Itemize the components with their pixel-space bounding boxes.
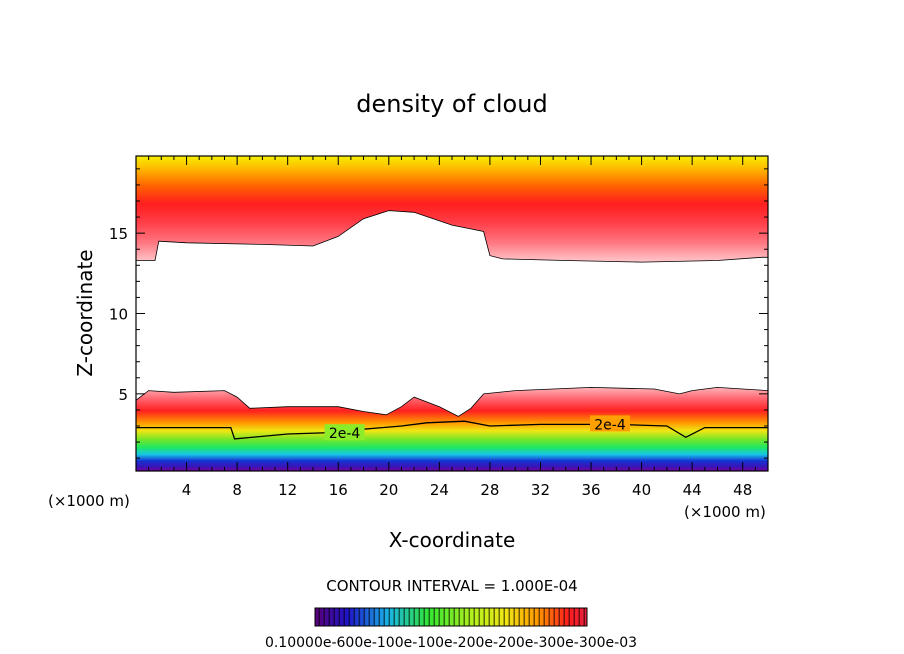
x-tick-label: 32 <box>531 481 550 499</box>
x-tick-label: 40 <box>632 481 651 499</box>
x-tick-label: 4 <box>182 481 192 499</box>
y-axis-label: Z-coordinate <box>73 249 97 376</box>
colorbar <box>314 607 588 627</box>
y-axis-ticks: 5 10 15 <box>109 168 768 459</box>
lower-cloud-layer <box>136 387 768 471</box>
x-unit-left: (×1000 m) <box>48 492 130 510</box>
y-tick-label: 10 <box>109 306 128 324</box>
contour-label-background <box>590 415 630 432</box>
contour-interval-text: CONTOUR INTERVAL = 1.000E-04 <box>326 577 577 595</box>
x-tick-label: 48 <box>733 481 752 499</box>
x-tick-label: 44 <box>683 481 702 499</box>
x-axis-label: X-coordinate <box>389 528 516 552</box>
x-unit-right: (×1000 m) <box>684 503 766 521</box>
x-tick-label: 16 <box>329 481 348 499</box>
contour-label: 2e-4 <box>594 417 626 433</box>
lower-cloud-edge-contour <box>136 386 768 417</box>
x-tick-label: 24 <box>430 481 449 499</box>
contour-label-background <box>324 424 365 441</box>
x-tick-label: 12 <box>278 481 297 499</box>
x-tick-label: 8 <box>232 481 242 499</box>
x-axis-ticks: 4 8 12 16 20 24 28 32 36 40 44 48 <box>148 156 756 499</box>
upper-cloud-edge-contour <box>136 210 768 263</box>
chart-title: density of cloud <box>356 90 547 118</box>
contour-2e-4-line <box>136 420 768 440</box>
colorbar-labels: 0.10000e-600e-100e-100e-200e-200e-300e-3… <box>265 635 637 651</box>
y-tick-label: 15 <box>109 225 128 243</box>
x-tick-label: 20 <box>379 481 398 499</box>
upper-cloud-layer <box>136 156 768 263</box>
x-tick-label: 28 <box>480 481 499 499</box>
plot-area: 2e-4 2e-4 <box>136 156 768 471</box>
contour-label: 2e-4 <box>329 426 361 442</box>
y-tick-label: 5 <box>118 386 128 404</box>
x-tick-label: 36 <box>581 481 600 499</box>
